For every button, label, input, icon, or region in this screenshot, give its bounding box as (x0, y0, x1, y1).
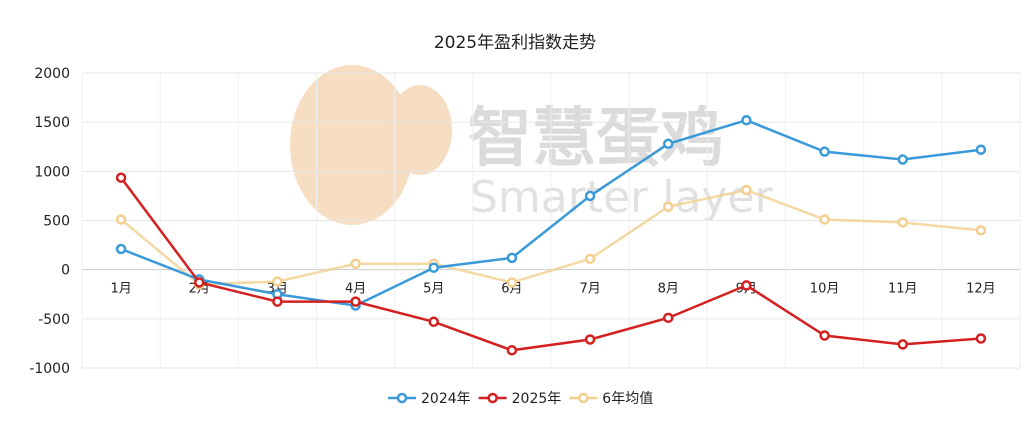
data-point (428, 262, 439, 273)
data-point (741, 280, 752, 291)
legend-marker (578, 392, 589, 404)
data-point (506, 345, 518, 356)
watermark: 智慧蛋鸡 Smarter layer (290, 65, 774, 225)
data-point (115, 243, 127, 255)
data-point (819, 146, 830, 157)
legend-marker (487, 392, 498, 404)
data-point (975, 225, 987, 236)
data-point (350, 296, 361, 307)
data-point (741, 114, 752, 126)
data-point (194, 277, 205, 288)
data-point (975, 144, 987, 155)
data-point (115, 214, 127, 225)
chart-title: 2025年盈利指数走势 (434, 33, 596, 53)
data-point (350, 258, 361, 270)
watermark-logo-head (388, 85, 452, 175)
x-tick-label: 10月 (810, 282, 840, 297)
y-tick-label: 500 (43, 214, 70, 230)
data-point (819, 214, 830, 225)
legend-label: 2025年 (512, 391, 562, 407)
data-point (115, 172, 127, 183)
y-tick-label: -1000 (29, 361, 70, 377)
y-tick-label: 1000 (34, 164, 70, 180)
data-point (584, 190, 596, 202)
data-point (897, 217, 908, 228)
legend-label: 2024年 (421, 391, 471, 407)
x-tick-label: 1月 (110, 282, 131, 297)
data-point (506, 277, 518, 288)
y-tick-label: -500 (38, 312, 70, 328)
y-tick-label: 0 (61, 263, 70, 279)
data-point (663, 201, 674, 212)
series-line (120, 118, 982, 307)
x-tick-label: 6月 (501, 282, 522, 297)
legend-marker (396, 392, 408, 404)
series-line (120, 176, 982, 352)
data-point (741, 184, 752, 196)
data-point (897, 339, 908, 350)
data-point (975, 333, 987, 344)
watermark-logo (290, 65, 414, 225)
data-point (663, 138, 674, 150)
data-point (506, 252, 518, 264)
data-point (584, 334, 596, 345)
x-tick-label: 4月 (345, 282, 366, 297)
y-tick-label: 2000 (34, 66, 70, 82)
y-tick-label: 1500 (34, 115, 70, 131)
data-point (428, 316, 439, 328)
data-point (897, 154, 908, 165)
data-point (272, 296, 283, 307)
x-tick-label: 12月 (966, 282, 996, 297)
data-point (272, 276, 283, 287)
data-point (584, 253, 596, 265)
series-line (120, 188, 982, 286)
data-point (819, 330, 830, 341)
legend-label: 6年均值 (602, 391, 653, 407)
x-tick-label: 7月 (579, 282, 600, 297)
data-point (663, 312, 674, 324)
x-tick-label: 8月 (658, 282, 679, 297)
x-tick-label: 5月 (423, 282, 444, 297)
watermark-en: Smarter layer (470, 172, 774, 223)
x-tick-label: 11月 (888, 282, 918, 297)
